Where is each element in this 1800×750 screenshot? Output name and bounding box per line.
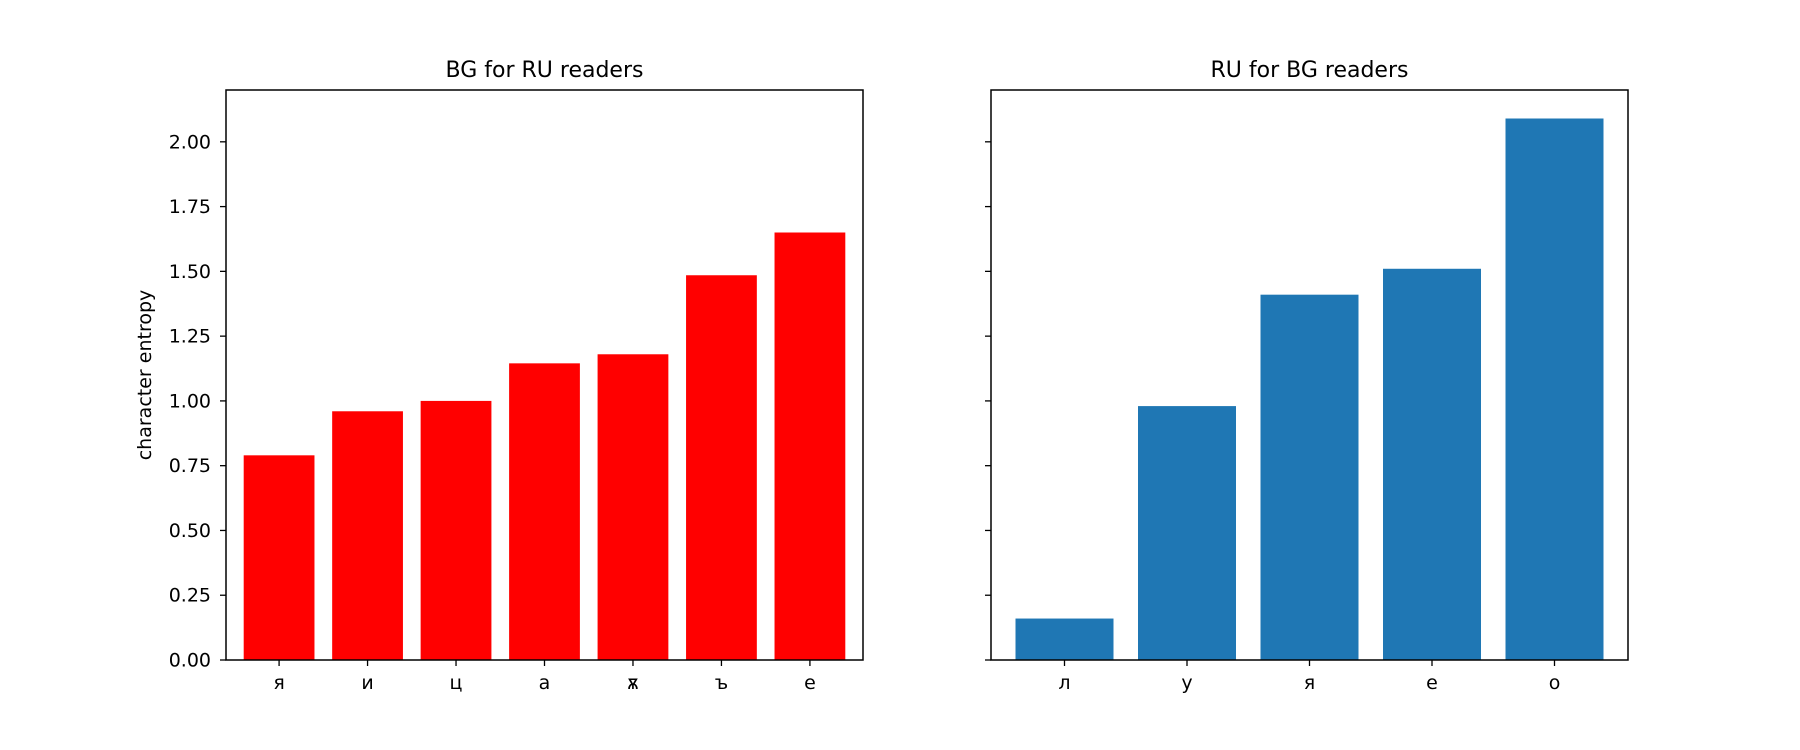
- bar-1: [1138, 406, 1236, 660]
- bar-3: [509, 363, 580, 660]
- bar-5: [686, 275, 757, 660]
- bar-2: [420, 400, 492, 660]
- x-tick-label-1: и: [361, 672, 373, 694]
- y-axis-label: character entropy: [134, 290, 156, 461]
- bar-0: [243, 455, 315, 660]
- chart-bg-for-ru-readers: 0.00 0.25 0.50 0.75 1.00 1.25 1.50 1.75 2.00 я и ц…: [134, 58, 864, 694]
- bars-group: [243, 232, 846, 660]
- y-tick-label-7: 1.75: [169, 196, 211, 218]
- y-axis: 0.00 0.25 0.50 0.75 1.00 1.25 1.50 1.75 2.00: [169, 131, 226, 672]
- chart-ru-for-bg-readers: л у я е о RU for BG readers: [985, 58, 1629, 694]
- x-tick-label-0: л: [1058, 672, 1070, 694]
- y-tick-label-3: 0.75: [169, 455, 211, 477]
- x-tick-label-2: я: [1304, 672, 1315, 694]
- bar-6: [774, 232, 846, 660]
- y-tick-label-5: 1.25: [169, 326, 211, 348]
- bar-4: [597, 354, 669, 660]
- bar-0: [1015, 618, 1114, 660]
- bar-2: [1260, 294, 1359, 660]
- y-tick-label-1: 0.25: [169, 585, 211, 607]
- y-tick-label-0: 0.00: [169, 650, 211, 672]
- y-tick-label-4: 1.00: [169, 390, 211, 412]
- chart-title: RU for BG readers: [1211, 58, 1409, 83]
- bars-group: [1015, 118, 1604, 660]
- bar-1: [332, 411, 403, 660]
- y-tick-label-6: 1.50: [169, 261, 211, 283]
- x-tick-label-0: я: [273, 672, 284, 694]
- y-tick-label-8: 2.00: [169, 131, 211, 153]
- x-tick-label-6: е: [804, 672, 816, 694]
- y-axis: [985, 141, 991, 661]
- chart-title: BG for RU readers: [446, 58, 644, 83]
- x-tick-label-3: а: [539, 672, 551, 694]
- x-tick-label-1: у: [1181, 672, 1192, 694]
- x-tick-label-3: е: [1426, 672, 1438, 694]
- y-tick-label-2: 0.50: [169, 520, 211, 542]
- x-tick-label-5: ъ: [715, 672, 728, 694]
- bar-3: [1383, 268, 1481, 660]
- x-tick-label-4: о: [1549, 672, 1561, 694]
- x-tick-label-4: ѫ: [627, 672, 639, 694]
- bar-4: [1505, 118, 1604, 660]
- x-tick-label-2: ц: [450, 672, 463, 694]
